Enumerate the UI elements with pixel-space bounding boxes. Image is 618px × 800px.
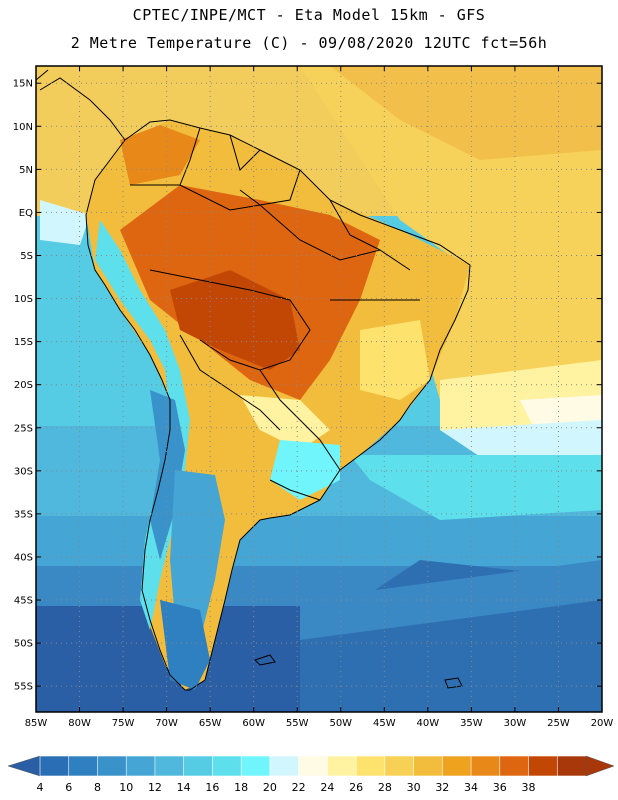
colorbar-label: 36 — [493, 781, 507, 794]
latitude-axis: 15N 10N 5N EQ 5S 10S 15S 20S 25S 30S 35S 40S 45S 50S 5… — [13, 79, 602, 693]
colorbar-swatch — [442, 755, 472, 777]
colorbar-swatch — [97, 755, 128, 777]
colorbar-swatch — [39, 755, 70, 777]
lat-tick-label: 35S — [14, 509, 33, 520]
colorbar-label: 28 — [378, 781, 392, 794]
colorbar-label: 24 — [320, 781, 334, 794]
lon-tick-label: 45W — [373, 718, 396, 729]
colorbar-swatch — [183, 755, 214, 777]
colorbar-swatch — [269, 755, 300, 777]
colorbar-label: 22 — [292, 781, 306, 794]
temperature-field — [36, 66, 602, 712]
longitude-axis: 85W 80W 75W 70W 65W 60W 55W 50W 45W 40W 35W 30W 25W 2… — [25, 66, 614, 729]
colorbar-swatch — [240, 755, 271, 777]
lat-tick-label: 25S — [14, 423, 33, 434]
lat-tick-label: 10N — [13, 122, 33, 133]
lon-tick-label: 60W — [242, 718, 265, 729]
lon-tick-label: 85W — [25, 718, 48, 729]
colorbar-swatch — [355, 755, 386, 777]
chart-subtitle: 2 Metre Temperature (C) - 09/08/2020 12U… — [70, 34, 548, 52]
lon-tick-label: 55W — [286, 718, 309, 729]
colorbar-label: 26 — [349, 781, 363, 794]
lon-tick-label: 65W — [199, 718, 222, 729]
lon-tick-label: 30W — [504, 718, 527, 729]
lon-tick-label: 20W — [591, 718, 614, 729]
colorbar-swatch — [212, 755, 242, 777]
colorbar-label: 18 — [234, 781, 248, 794]
colorbar-swatch — [154, 755, 185, 777]
colorbar-label: 14 — [177, 781, 191, 794]
lat-tick-label: 20S — [14, 380, 33, 391]
lon-tick-label: 70W — [155, 718, 178, 729]
colorbar-label: 10 — [119, 781, 133, 794]
colorbar-label: 16 — [205, 781, 219, 794]
coastline-borders — [36, 69, 471, 691]
colorbar-label: 4 — [37, 781, 44, 794]
lat-tick-label: 5N — [19, 165, 33, 176]
colorbar-label: 8 — [94, 781, 101, 794]
colorbar-swatch — [556, 755, 587, 777]
map-frame — [35, 65, 603, 713]
lon-tick-label: 35W — [460, 718, 483, 729]
lat-tick-label: 30S — [14, 466, 33, 477]
lat-tick-label: 55S — [14, 682, 33, 693]
colorbar-label: 34 — [464, 781, 478, 794]
colorbar-swatch — [499, 755, 530, 777]
colorbar-swatch — [327, 755, 357, 777]
lon-tick-label: 40W — [417, 718, 440, 729]
lat-tick-label: EQ — [19, 208, 33, 219]
lat-tick-label: 5S — [20, 251, 33, 262]
lat-tick-label: 15N — [13, 79, 33, 90]
colorbar-swatch — [125, 755, 156, 777]
colorbar-under-arrow — [7, 755, 41, 777]
colorbar-label: 32 — [435, 781, 449, 794]
colorbar-label: 6 — [65, 781, 72, 794]
lat-tick-label: 15S — [14, 337, 33, 348]
lat-tick-label: 45S — [14, 596, 33, 607]
colorbar-label: 20 — [263, 781, 277, 794]
colorbar-swatch — [528, 755, 559, 777]
colorbar-label: 12 — [148, 781, 162, 794]
colorbar-swatch — [298, 755, 329, 777]
colorbar-label: 30 — [407, 781, 421, 794]
lat-tick-label: 10S — [14, 294, 33, 305]
colorbar-over-arrow — [585, 755, 615, 777]
colorbar-label: 38 — [522, 781, 536, 794]
lat-tick-label: 40S — [14, 552, 33, 563]
lon-tick-label: 25W — [547, 718, 570, 729]
chart-title: CPTEC/INPE/MCT - Eta Model 15km - GFS — [132, 6, 486, 24]
colorbar: 4 6 8 10 12 14 16 18 20 22 24 26 28 30 32 34 36 38 — [7, 755, 615, 794]
colorbar-swatch — [413, 755, 444, 777]
lat-tick-label: 50S — [14, 639, 33, 650]
colorbar-swatch — [68, 755, 99, 777]
colorbar-swatch — [470, 755, 501, 777]
lon-tick-label: 80W — [68, 718, 91, 729]
lon-tick-label: 50W — [329, 718, 352, 729]
lon-tick-label: 75W — [112, 718, 135, 729]
colorbar-swatch — [384, 755, 415, 777]
